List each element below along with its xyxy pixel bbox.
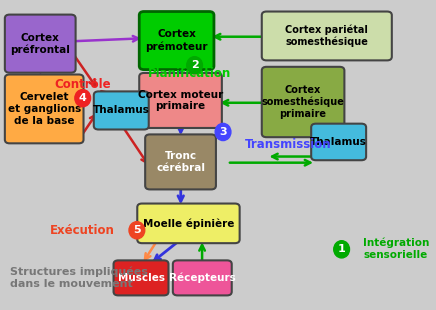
Ellipse shape <box>75 90 91 107</box>
Text: Récepteurs: Récepteurs <box>169 272 236 283</box>
FancyBboxPatch shape <box>311 124 366 160</box>
Ellipse shape <box>129 222 145 239</box>
Ellipse shape <box>334 241 350 258</box>
FancyBboxPatch shape <box>173 260 232 295</box>
Text: Cortex
préfrontal: Cortex préfrontal <box>10 33 70 55</box>
FancyBboxPatch shape <box>262 67 344 137</box>
Text: Muscles: Muscles <box>118 273 164 283</box>
FancyBboxPatch shape <box>94 91 149 130</box>
Ellipse shape <box>187 57 202 74</box>
FancyBboxPatch shape <box>139 73 222 128</box>
Ellipse shape <box>215 123 231 140</box>
FancyBboxPatch shape <box>113 260 168 295</box>
FancyBboxPatch shape <box>137 204 240 243</box>
Text: Cortex moteur
primaire: Cortex moteur primaire <box>138 90 223 111</box>
Text: 4: 4 <box>79 93 87 103</box>
Text: Thalamus: Thalamus <box>310 137 367 147</box>
Text: Structures impliquées
dans le mouvement: Structures impliquées dans le mouvement <box>10 267 147 289</box>
Text: Cervelet
et ganglions
de la base: Cervelet et ganglions de la base <box>7 92 81 126</box>
FancyBboxPatch shape <box>139 11 214 69</box>
Text: 5: 5 <box>133 225 141 235</box>
Text: 3: 3 <box>219 127 227 137</box>
Text: Intégration
sensorielle: Intégration sensorielle <box>363 238 430 260</box>
Text: 1: 1 <box>338 244 345 254</box>
Text: Planification: Planification <box>148 67 231 80</box>
Text: Cortex
somesthésique
primaire: Cortex somesthésique primaire <box>262 85 344 119</box>
FancyBboxPatch shape <box>5 74 84 143</box>
Text: Cortex
prémoteur: Cortex prémoteur <box>145 29 208 52</box>
FancyBboxPatch shape <box>262 11 392 60</box>
Text: 2: 2 <box>191 60 198 70</box>
Text: Contrôle: Contrôle <box>54 78 111 91</box>
Text: Cortex pariétal
somesthésique: Cortex pariétal somesthésique <box>285 24 368 47</box>
FancyBboxPatch shape <box>145 135 216 189</box>
FancyBboxPatch shape <box>5 15 75 73</box>
Text: Tronc
cérébral: Tronc cérébral <box>156 151 205 173</box>
Text: Exécution: Exécution <box>49 224 114 237</box>
Text: Thalamus: Thalamus <box>93 105 150 115</box>
Text: Transmission: Transmission <box>245 138 331 151</box>
Text: Moelle épinière: Moelle épinière <box>143 218 234 228</box>
